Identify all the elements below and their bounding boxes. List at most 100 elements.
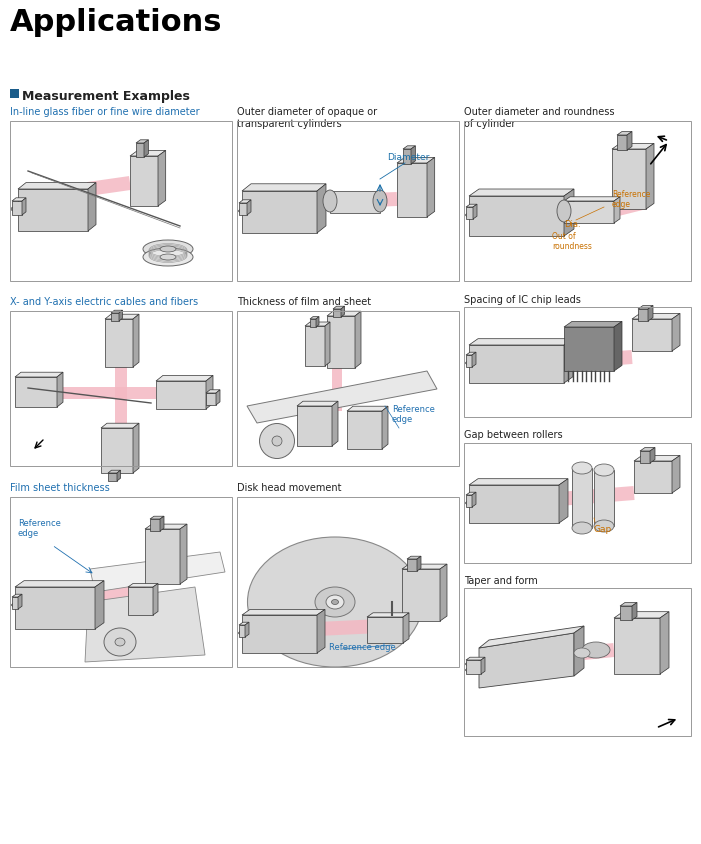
- Polygon shape: [469, 190, 574, 197]
- Polygon shape: [469, 485, 559, 523]
- Bar: [10, 122, 232, 282]
- Polygon shape: [559, 486, 634, 506]
- Bar: [10, 90, 19, 99]
- Ellipse shape: [594, 521, 614, 533]
- Polygon shape: [18, 190, 88, 232]
- Polygon shape: [130, 157, 158, 207]
- Text: Reference edge: Reference edge: [329, 642, 396, 652]
- Polygon shape: [638, 306, 653, 310]
- Ellipse shape: [582, 642, 610, 658]
- Polygon shape: [247, 371, 437, 424]
- Ellipse shape: [373, 191, 387, 213]
- Polygon shape: [466, 657, 485, 660]
- Ellipse shape: [332, 600, 339, 605]
- Polygon shape: [85, 587, 205, 663]
- Text: Diameter: Diameter: [387, 153, 430, 162]
- Polygon shape: [407, 560, 417, 571]
- Polygon shape: [564, 322, 622, 327]
- Ellipse shape: [160, 246, 176, 252]
- Polygon shape: [583, 643, 615, 660]
- Polygon shape: [245, 623, 249, 637]
- Polygon shape: [638, 310, 648, 322]
- Polygon shape: [57, 373, 63, 408]
- Polygon shape: [101, 429, 133, 473]
- Ellipse shape: [115, 638, 125, 647]
- Polygon shape: [133, 424, 139, 473]
- Polygon shape: [12, 594, 22, 598]
- Ellipse shape: [207, 398, 212, 401]
- Polygon shape: [95, 581, 104, 630]
- Ellipse shape: [238, 210, 243, 214]
- Polygon shape: [108, 473, 117, 481]
- Polygon shape: [297, 402, 338, 407]
- Polygon shape: [305, 327, 325, 366]
- Polygon shape: [640, 452, 650, 463]
- Ellipse shape: [326, 595, 344, 609]
- Ellipse shape: [465, 214, 470, 217]
- Text: Applications: Applications: [10, 8, 222, 37]
- Polygon shape: [466, 205, 477, 208]
- Polygon shape: [128, 584, 158, 587]
- Polygon shape: [614, 197, 620, 224]
- Polygon shape: [105, 320, 133, 368]
- Polygon shape: [310, 320, 316, 327]
- Polygon shape: [466, 495, 472, 507]
- Polygon shape: [440, 565, 447, 621]
- Polygon shape: [12, 202, 22, 216]
- Polygon shape: [327, 311, 361, 316]
- Ellipse shape: [11, 208, 17, 212]
- Ellipse shape: [594, 464, 614, 476]
- Ellipse shape: [557, 201, 571, 223]
- Polygon shape: [12, 598, 18, 609]
- Text: Taper and form: Taper and form: [464, 576, 538, 585]
- Polygon shape: [403, 147, 416, 150]
- Polygon shape: [347, 412, 382, 450]
- Polygon shape: [145, 524, 187, 529]
- Polygon shape: [12, 198, 26, 202]
- Text: Thickness of film and sheet: Thickness of film and sheet: [237, 296, 371, 306]
- Polygon shape: [310, 317, 319, 320]
- Polygon shape: [333, 307, 344, 310]
- Polygon shape: [242, 609, 325, 615]
- Polygon shape: [469, 339, 573, 345]
- Polygon shape: [403, 613, 409, 643]
- Bar: [464, 307, 691, 418]
- Polygon shape: [481, 657, 485, 674]
- Polygon shape: [402, 565, 447, 570]
- Polygon shape: [153, 584, 158, 615]
- Polygon shape: [614, 322, 622, 371]
- Polygon shape: [247, 201, 251, 216]
- Polygon shape: [564, 327, 614, 371]
- Text: Dia.: Dia.: [564, 219, 580, 229]
- Polygon shape: [22, 198, 26, 216]
- Polygon shape: [108, 471, 121, 473]
- Polygon shape: [105, 315, 139, 320]
- Ellipse shape: [143, 249, 193, 267]
- Text: Gap: Gap: [594, 524, 612, 533]
- Polygon shape: [156, 381, 206, 409]
- Polygon shape: [574, 626, 584, 676]
- Polygon shape: [672, 456, 680, 494]
- Polygon shape: [150, 519, 160, 532]
- Polygon shape: [640, 448, 655, 452]
- Polygon shape: [627, 133, 632, 151]
- Polygon shape: [242, 192, 317, 234]
- Ellipse shape: [238, 632, 243, 635]
- Polygon shape: [160, 517, 164, 532]
- Polygon shape: [206, 390, 220, 393]
- Polygon shape: [15, 377, 57, 408]
- Polygon shape: [650, 448, 655, 463]
- Polygon shape: [614, 619, 660, 674]
- Polygon shape: [15, 373, 63, 377]
- Bar: [237, 497, 459, 668]
- Bar: [464, 122, 691, 282]
- Polygon shape: [156, 376, 213, 381]
- Polygon shape: [145, 529, 180, 584]
- Polygon shape: [466, 660, 481, 674]
- Polygon shape: [469, 197, 564, 236]
- Polygon shape: [355, 311, 361, 369]
- Bar: [330, 192, 380, 214]
- Polygon shape: [620, 603, 637, 606]
- Text: Reference
edge: Reference edge: [18, 518, 61, 538]
- Polygon shape: [317, 619, 402, 636]
